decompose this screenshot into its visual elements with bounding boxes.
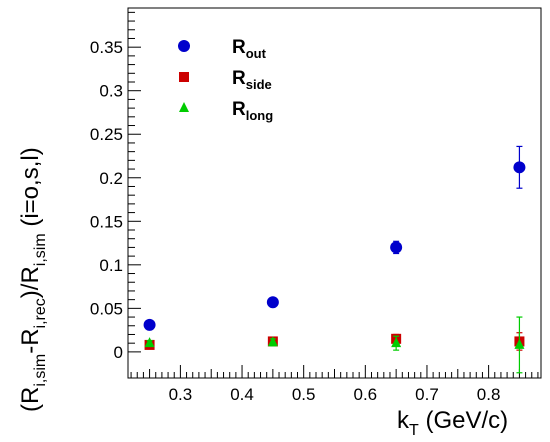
x-tick-label: 0.4 xyxy=(230,385,254,404)
point-long xyxy=(391,337,402,348)
x-axis-title: kT (GeV/c) xyxy=(397,407,508,439)
x-tick-label: 0.6 xyxy=(354,385,378,404)
x-tick-label: 0.8 xyxy=(477,385,501,404)
x-tick-label: 0.5 xyxy=(292,385,316,404)
legend-marker-out xyxy=(178,40,190,52)
y-tick-label: 0 xyxy=(114,343,123,362)
y-tick-label: 0.1 xyxy=(99,256,123,275)
y-tick-label: 0.15 xyxy=(90,212,123,231)
y-tick-label: 0.05 xyxy=(90,299,123,318)
point-long xyxy=(514,338,525,349)
legend-marker-long xyxy=(179,102,189,112)
point-long xyxy=(267,336,278,347)
point-out xyxy=(266,296,279,309)
y-tick-label: 0.2 xyxy=(99,169,123,188)
point-long xyxy=(144,337,155,348)
y-axis-title: (Ri,sim-Ri,rec)/Ri,sim (i=o,s,l) xyxy=(17,147,49,412)
x-tick-label: 0.3 xyxy=(169,385,193,404)
legend-marker-side xyxy=(179,72,189,82)
y-tick-label: 0.25 xyxy=(90,125,123,144)
y-tick-label: 0.35 xyxy=(90,38,123,57)
legend-label-long: Rlong xyxy=(232,99,273,123)
legend: Rout Rside Rlong xyxy=(178,37,273,123)
y-axis-ticks: 0 0.05 0.1 0.15 0.2 0.25 0.3 0.35 xyxy=(90,11,141,362)
legend-label-side: Rside xyxy=(232,68,272,92)
x-axis-ticks: 0.3 0.4 0.5 0.6 0.7 0.8 xyxy=(130,365,539,404)
data-points xyxy=(143,145,526,374)
legend-label-out: Rout xyxy=(232,37,267,61)
x-tick-label: 0.7 xyxy=(415,385,439,404)
point-out xyxy=(390,241,403,254)
point-out xyxy=(143,318,156,331)
point-out xyxy=(513,161,526,174)
plot-area-border xyxy=(127,7,542,379)
y-tick-label: 0.3 xyxy=(99,82,123,101)
plot-frame xyxy=(127,7,542,379)
